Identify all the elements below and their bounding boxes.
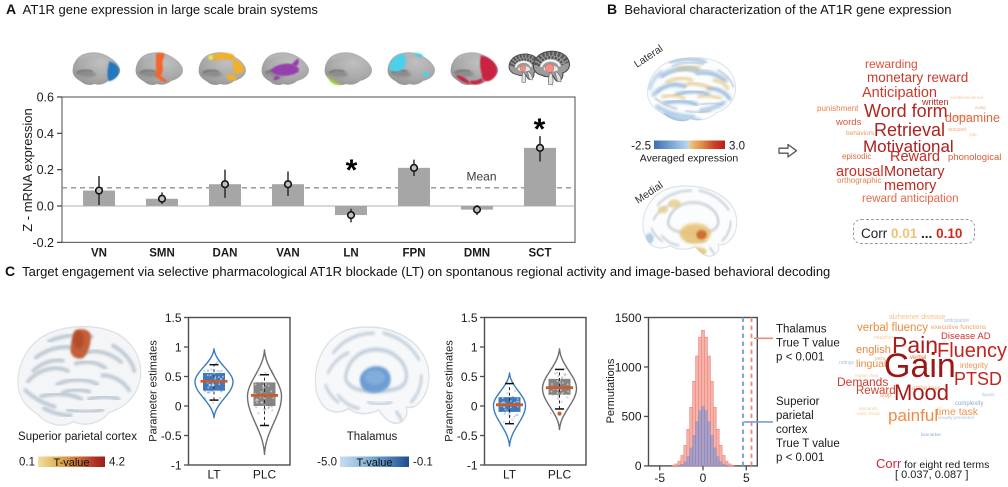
svg-text:PLC: PLC <box>548 468 572 482</box>
svg-text:Parameter estimates: Parameter estimates <box>444 340 456 442</box>
svg-text:0.0: 0.0 <box>37 200 54 214</box>
svg-text:Averaged expression: Averaged expression <box>640 153 739 165</box>
svg-text:0.6: 0.6 <box>37 90 54 104</box>
svg-text:T-value: T-value <box>53 457 89 469</box>
svg-text:0.4: 0.4 <box>37 127 54 141</box>
svg-text:-0.5: -0.5 <box>457 429 478 443</box>
svg-text:1: 1 <box>471 340 478 354</box>
svg-text:DAN: DAN <box>213 247 238 259</box>
svg-text:LT: LT <box>207 468 221 482</box>
svg-text:3.0: 3.0 <box>729 141 745 153</box>
svg-text:-0.2: -0.2 <box>32 236 54 250</box>
svg-text:Thalamus: Thalamus <box>347 431 398 443</box>
svg-text:1500: 1500 <box>615 311 642 325</box>
svg-text:-5: -5 <box>654 471 665 485</box>
svg-text:1.5: 1.5 <box>461 311 478 325</box>
svg-text:SMN: SMN <box>149 247 175 259</box>
svg-text:5: 5 <box>743 471 750 485</box>
svg-text:p < 0.001: p < 0.001 <box>776 352 824 364</box>
svg-text:0.1: 0.1 <box>19 457 35 469</box>
svg-text:Superior: Superior <box>776 396 820 408</box>
svg-text:0: 0 <box>175 399 182 413</box>
svg-text:0: 0 <box>635 459 642 473</box>
svg-text:LN: LN <box>343 247 358 259</box>
svg-text:4.2: 4.2 <box>109 457 125 469</box>
svg-text:cortex: cortex <box>776 424 808 436</box>
svg-text:Mean: Mean <box>466 170 496 184</box>
svg-text:*: * <box>346 154 358 187</box>
svg-text:p < 0.001: p < 0.001 <box>776 452 824 464</box>
svg-text:0: 0 <box>700 471 707 485</box>
svg-text:0.5: 0.5 <box>461 370 478 384</box>
svg-text:DMN: DMN <box>464 247 490 259</box>
svg-text:1: 1 <box>175 340 182 354</box>
svg-text:0.2: 0.2 <box>37 163 54 177</box>
svg-text:-1: -1 <box>467 458 478 472</box>
svg-text:1.5: 1.5 <box>165 311 182 325</box>
svg-text:True T value: True T value <box>776 338 840 350</box>
svg-text:T-value: T-value <box>356 457 392 469</box>
svg-text:Permutations: Permutations <box>605 358 617 423</box>
svg-text:FPN: FPN <box>403 247 426 259</box>
svg-text:Superior parietal cortex: Superior parietal cortex <box>18 431 137 443</box>
svg-text:-1: -1 <box>171 458 182 472</box>
svg-text:PLC: PLC <box>253 468 277 482</box>
svg-text:-0.1: -0.1 <box>413 457 433 469</box>
svg-text:VAN: VAN <box>276 247 299 259</box>
svg-text:parietal: parietal <box>776 410 814 422</box>
svg-text:Thalamus: Thalamus <box>776 324 827 336</box>
svg-text:SCT: SCT <box>529 247 552 259</box>
svg-text:1000: 1000 <box>615 360 642 374</box>
svg-text:Parameter estimates: Parameter estimates <box>148 340 160 442</box>
svg-text:-2.5: -2.5 <box>631 141 651 153</box>
svg-text:LT: LT <box>503 468 517 482</box>
svg-text:0: 0 <box>471 399 478 413</box>
svg-text:*: * <box>534 113 546 146</box>
svg-text:VN: VN <box>91 247 107 259</box>
svg-text:0.5: 0.5 <box>165 370 182 384</box>
svg-text:-0.5: -0.5 <box>161 429 182 443</box>
svg-text:Z - mRNA expression: Z - mRNA expression <box>20 108 35 232</box>
svg-text:True T value: True T value <box>776 438 840 450</box>
svg-text:-5.0: -5.0 <box>317 457 337 469</box>
svg-text:500: 500 <box>621 410 641 424</box>
